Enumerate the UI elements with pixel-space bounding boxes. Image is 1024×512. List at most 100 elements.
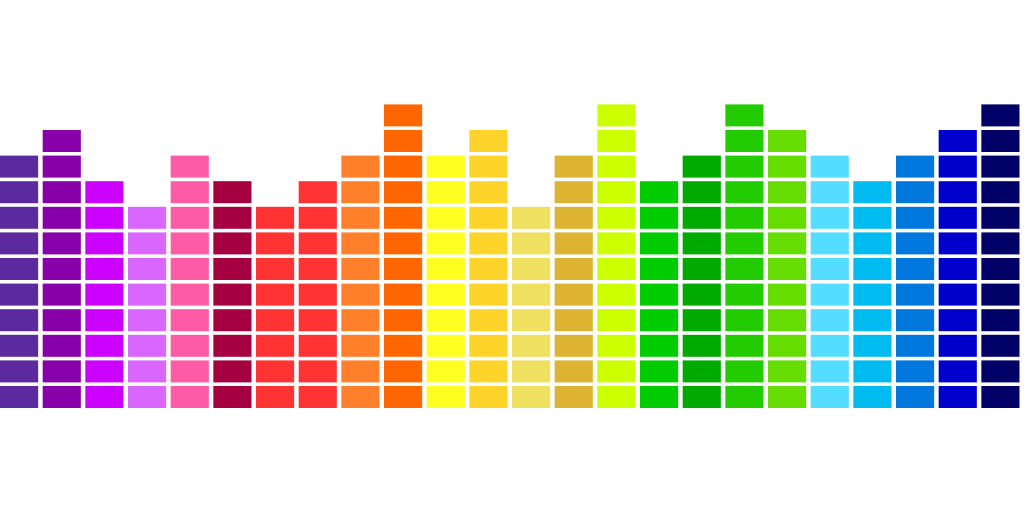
level-block: [768, 130, 807, 152]
level-block: [298, 386, 337, 408]
level-block: [128, 360, 167, 383]
level-block: [213, 181, 252, 204]
level-block: [896, 181, 935, 204]
level-block: [512, 386, 551, 408]
level-block: [896, 386, 935, 408]
level-block: [768, 283, 807, 306]
level-block: [256, 360, 295, 383]
level-block: [554, 309, 593, 332]
level-block: [597, 258, 636, 280]
level-block: [42, 386, 81, 408]
level-block: [640, 258, 679, 280]
level-block: [256, 309, 295, 332]
level-block: [170, 232, 209, 255]
level-block: [554, 181, 593, 204]
level-block: [469, 181, 508, 204]
level-block: [256, 283, 295, 306]
level-block: [426, 232, 465, 255]
level-block: [640, 360, 679, 383]
level-block: [981, 334, 1020, 357]
level-block: [426, 360, 465, 383]
level-block: [938, 309, 977, 332]
level-block: [85, 360, 124, 383]
level-block: [85, 258, 124, 280]
level-block: [640, 181, 679, 204]
level-block: [42, 181, 81, 204]
level-block: [981, 258, 1020, 280]
level-block: [682, 181, 721, 204]
level-block: [768, 155, 807, 178]
level-block: [426, 206, 465, 229]
level-block: [938, 283, 977, 306]
level-block: [42, 258, 81, 280]
level-block: [384, 130, 423, 152]
level-block: [768, 258, 807, 280]
level-block: [981, 206, 1020, 229]
level-block: [128, 283, 167, 306]
level-block: [810, 334, 849, 357]
level-block: [554, 386, 593, 408]
level-block: [42, 334, 81, 357]
level-block: [298, 334, 337, 357]
level-block: [725, 181, 764, 204]
level-block: [384, 206, 423, 229]
level-block: [853, 283, 892, 306]
level-block: [85, 181, 124, 204]
level-block: [853, 206, 892, 229]
level-block: [597, 283, 636, 306]
level-block: [810, 181, 849, 204]
level-block: [896, 232, 935, 255]
level-block: [384, 258, 423, 280]
level-block: [384, 283, 423, 306]
level-block: [469, 232, 508, 255]
level-block: [213, 206, 252, 229]
level-block: [0, 181, 39, 204]
level-block: [896, 206, 935, 229]
level-block: [469, 155, 508, 178]
level-block: [682, 386, 721, 408]
level-block: [0, 258, 39, 280]
level-block: [85, 309, 124, 332]
level-block: [725, 334, 764, 357]
level-block: [853, 309, 892, 332]
level-block: [597, 181, 636, 204]
level-block: [170, 181, 209, 204]
level-block: [213, 309, 252, 332]
level-block: [42, 283, 81, 306]
level-block: [298, 181, 337, 204]
level-block: [682, 360, 721, 383]
level-block: [42, 309, 81, 332]
level-block: [554, 258, 593, 280]
level-block: [384, 386, 423, 408]
level-block: [85, 206, 124, 229]
level-block: [512, 206, 551, 229]
level-block: [725, 232, 764, 255]
level-block: [384, 181, 423, 204]
level-block: [0, 155, 39, 178]
level-block: [938, 206, 977, 229]
level-block: [341, 155, 380, 178]
level-block: [640, 283, 679, 306]
level-block: [42, 155, 81, 178]
level-block: [469, 334, 508, 357]
level-block: [682, 258, 721, 280]
level-block: [469, 283, 508, 306]
level-block: [170, 258, 209, 280]
level-block: [981, 309, 1020, 332]
level-block: [0, 206, 39, 229]
level-block: [128, 258, 167, 280]
level-block: [213, 334, 252, 357]
level-block: [597, 309, 636, 332]
level-block: [853, 258, 892, 280]
level-block: [213, 258, 252, 280]
level-block: [981, 386, 1020, 408]
level-block: [725, 104, 764, 127]
level-block: [469, 386, 508, 408]
level-block: [469, 130, 508, 152]
level-block: [682, 155, 721, 178]
level-block: [0, 309, 39, 332]
level-block: [0, 334, 39, 357]
level-block: [597, 130, 636, 152]
